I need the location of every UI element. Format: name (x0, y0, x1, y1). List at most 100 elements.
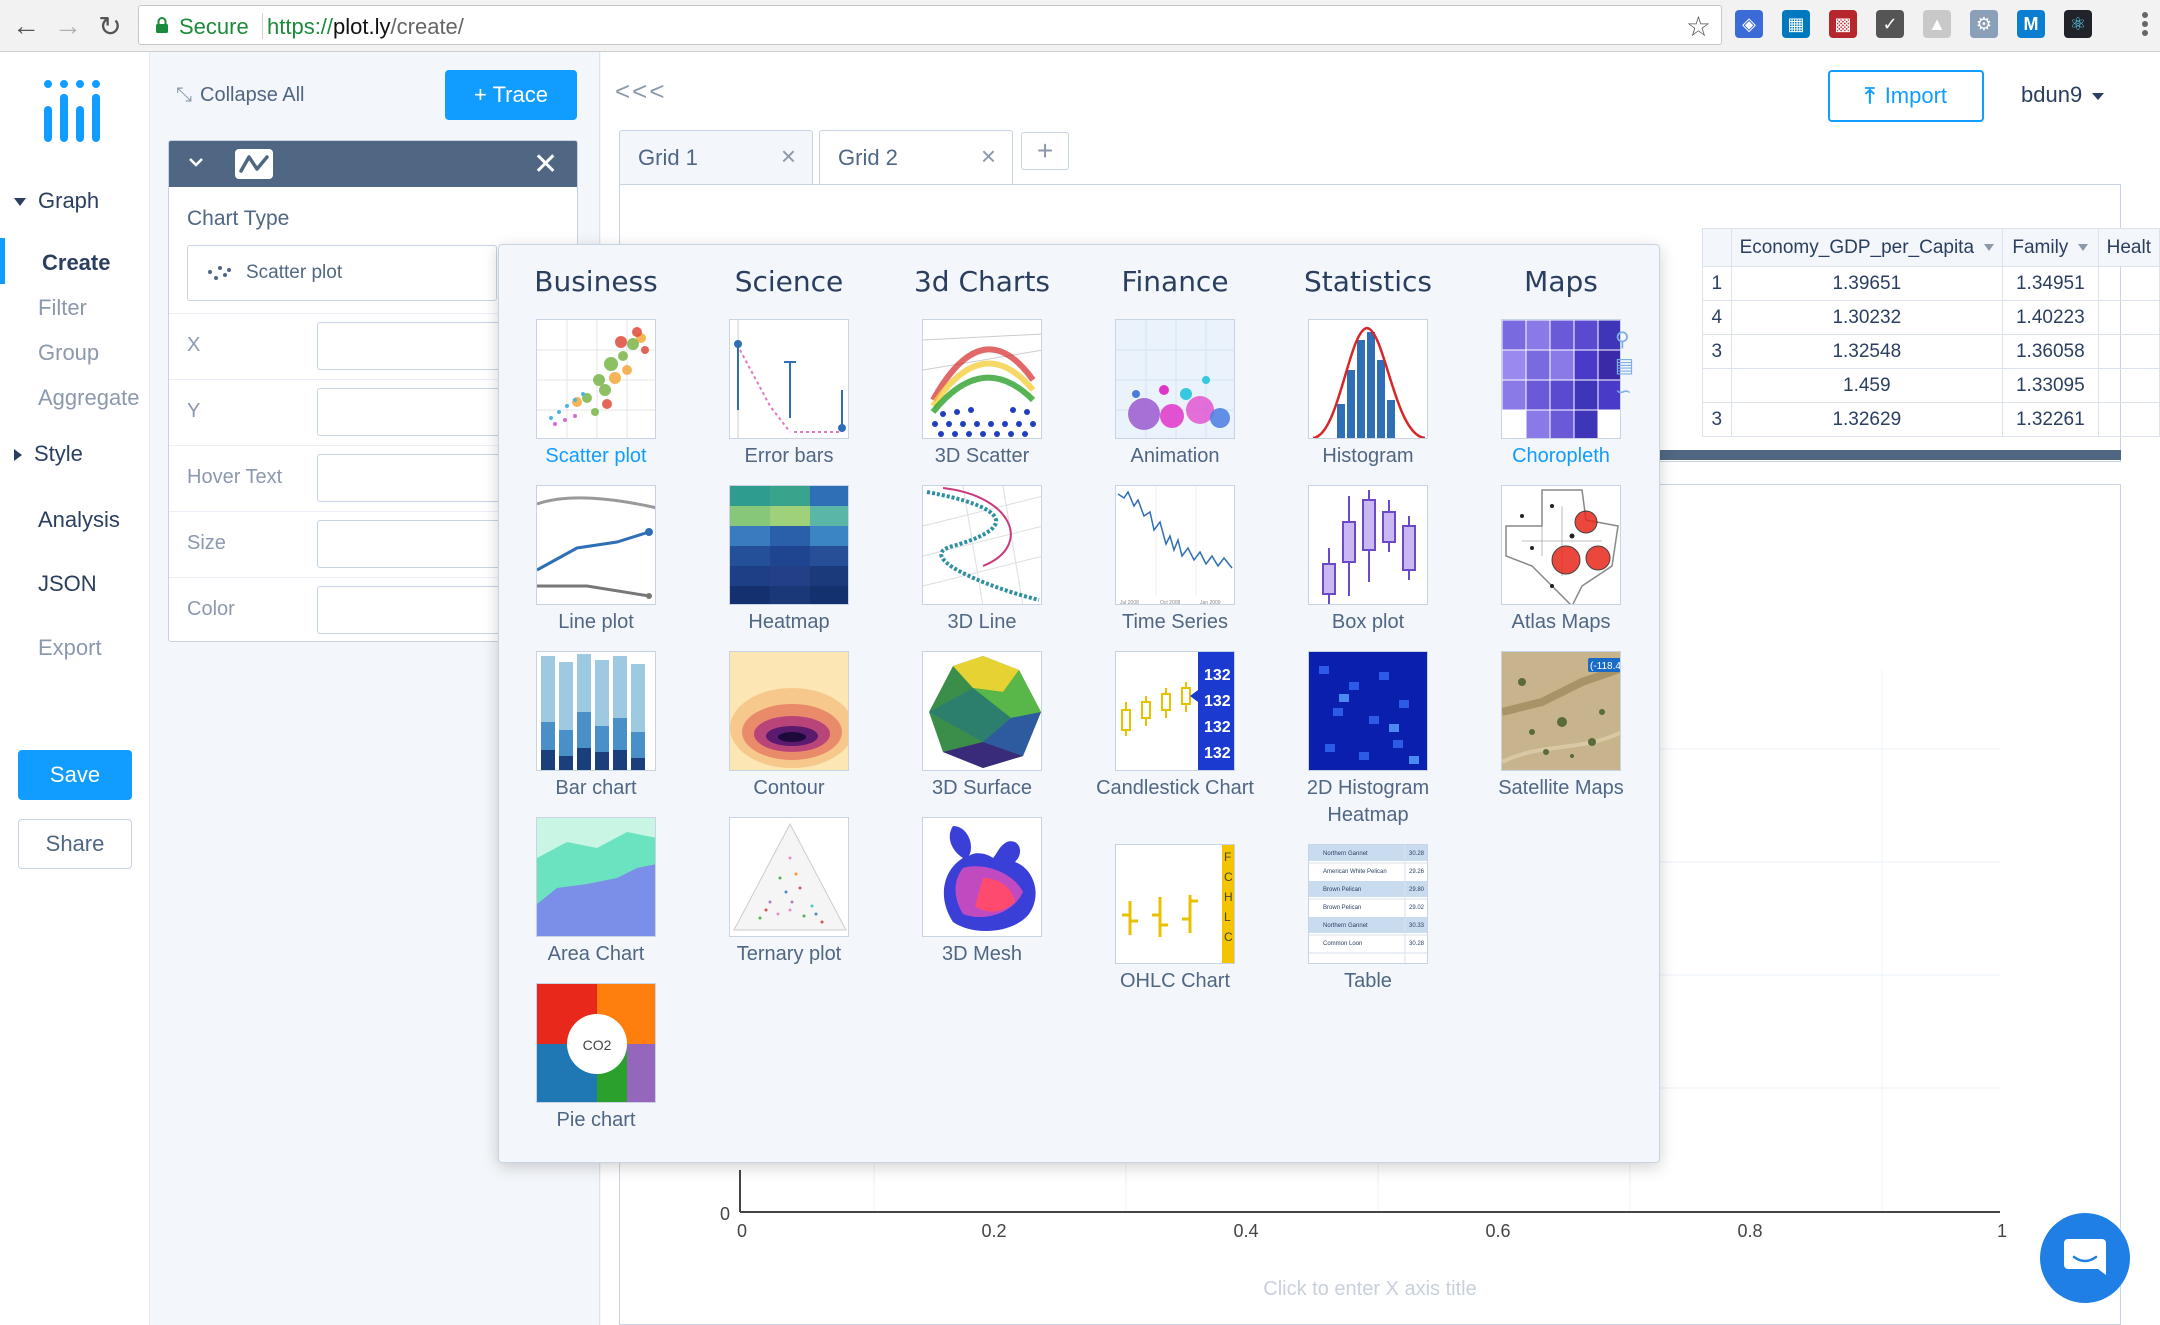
chart-option-3d-surface[interactable]: 3D Surface (885, 651, 1079, 802)
column-header[interactable]: Economy_GDP_per_Capita (1730, 228, 2004, 267)
chart-option-contour[interactable]: Contour (692, 651, 886, 802)
url-text[interactable]: https://plot.ly/create/ (267, 14, 464, 39)
back-icon[interactable]: ← (12, 10, 40, 41)
table-cell[interactable]: 3 (1702, 402, 1732, 437)
collapse-all-button[interactable]: ⤡ Collapse All (176, 84, 305, 106)
browser-menu-icon[interactable] (2140, 10, 2150, 42)
column-header[interactable]: Family (2002, 228, 2099, 267)
add-trace-button[interactable]: + Trace (445, 70, 577, 120)
trace-card-header[interactable]: ✕ (169, 141, 577, 187)
chart-line-icon[interactable]: ∽ (1615, 381, 1632, 403)
react-devtools-icon[interactable]: ⚛ (2064, 10, 2092, 38)
chart-option-heatmap[interactable]: Heatmap (692, 485, 886, 636)
chart-option-choropleth[interactable]: Choropleth (1464, 319, 1658, 470)
table-thumbnail: Northern Gannet American White Pelican Bro… (1308, 844, 1428, 964)
add-grid-button[interactable]: + (1021, 132, 1069, 170)
nav-group[interactable]: Group (38, 340, 100, 365)
table-cell[interactable]: 4 (1702, 300, 1732, 335)
close-icon[interactable]: × (780, 141, 796, 171)
column-header[interactable]: Healt (2097, 228, 2160, 267)
nav-graph[interactable]: Graph (0, 188, 150, 214)
chart-option-label: Bar chart (555, 777, 637, 799)
table-cell[interactable] (2097, 368, 2160, 403)
nav-json[interactable]: JSON (38, 571, 97, 596)
nav-export[interactable]: Export (38, 635, 102, 660)
extension-icon-6[interactable]: ⚙ (1970, 10, 1998, 38)
chart-option-3d-line[interactable]: 3D Line (885, 485, 1079, 636)
table-cell[interactable] (2097, 300, 2160, 335)
table-cell[interactable]: 1.34951 (2002, 266, 2099, 301)
zoom-icon[interactable]: ⚲ (1615, 329, 1630, 351)
column-header-partial[interactable] (1702, 228, 1732, 267)
x-axis-title[interactable]: Click to enter X axis title (1263, 1278, 1476, 1300)
chart-option-bar-chart[interactable]: Bar chart (499, 651, 693, 802)
chevron-down-icon[interactable] (187, 153, 205, 171)
trello-icon[interactable]: ▦ (1782, 10, 1810, 38)
extension-icon-3[interactable]: ▩ (1829, 10, 1857, 38)
chart-type-select[interactable]: Scatter plot (187, 245, 497, 301)
field-label: Y (187, 400, 201, 422)
import-button[interactable]: ⤒ Import (1828, 70, 1984, 122)
chart-option-line-plot[interactable]: Line plot (499, 485, 693, 636)
table-cell[interactable]: 1.459 (1730, 368, 2004, 403)
book-icon[interactable]: ▤ (1615, 355, 1634, 377)
table-cell[interactable]: 1.33095 (2002, 368, 2099, 403)
table-cell[interactable] (1702, 368, 1732, 403)
nav-create[interactable]: Create (42, 250, 111, 275)
extension-icon-5[interactable]: ▲ (1923, 10, 1951, 38)
pocket-icon[interactable]: ✓ (1876, 10, 1904, 38)
chart-option-candlestick-chart[interactable]: 132 132 132 132 Candlestick Chart (1078, 651, 1272, 802)
chart-option-animation[interactable]: Animation (1078, 319, 1272, 470)
chart-option-time-series[interactable]: Jul 2008 Oct 2008 Jan 2009 Time Series (1078, 485, 1272, 636)
chart-option-table[interactable]: Northern Gannet American White Pelican Bro… (1271, 844, 1465, 995)
table-cell[interactable]: 1.32548 (1730, 334, 2004, 369)
collapse-panel-icon[interactable]: <<< (615, 76, 667, 106)
table-cell[interactable]: 1.36058 (2002, 334, 2099, 369)
chart-option-scatter-plot[interactable]: Scatter plot (499, 319, 693, 470)
tab-grid-1[interactable]: Grid 1 × (619, 130, 813, 184)
nav-style[interactable]: Style (0, 441, 150, 467)
chart-option-atlas-maps[interactable]: Atlas Maps (1464, 485, 1658, 636)
tab-grid-2[interactable]: Grid 2 × (819, 130, 1013, 186)
chart-option-pie-chart[interactable]: CO2 Pie chart (499, 983, 693, 1134)
share-button[interactable]: Share (18, 819, 132, 869)
plotly-logo-icon[interactable] (40, 78, 110, 148)
table-cell[interactable]: 1.39651 (1730, 266, 2004, 301)
table-cell[interactable]: 1.40223 (2002, 300, 2099, 335)
svg-text:C: C (1224, 930, 1233, 944)
table-cell[interactable]: 1.30232 (1730, 300, 2004, 335)
svg-text:H: H (1224, 890, 1233, 904)
close-icon[interactable]: × (980, 141, 996, 171)
caret-down-icon (2078, 243, 2089, 251)
chart-option-histogram[interactable]: Histogram (1271, 319, 1465, 470)
chart-option-box-plot[interactable]: Box plot (1271, 485, 1465, 636)
chart-option-2d-histogram-heatmap[interactable]: 2D Histogram Heatmap (1271, 651, 1465, 829)
bookmark-star-icon[interactable]: ☆ (1685, 11, 1711, 42)
table-cell[interactable] (2097, 402, 2160, 437)
reload-icon[interactable]: ↻ (98, 10, 122, 42)
table-cell[interactable]: 3 (1702, 334, 1732, 369)
chart-option-error-bars[interactable]: Error bars (692, 319, 886, 470)
forward-icon[interactable]: → (54, 10, 82, 41)
chart-option-ternary-plot[interactable]: Ternary plot (692, 817, 886, 968)
chat-launcher-button[interactable] (2040, 1213, 2130, 1303)
nav-filter[interactable]: Filter (38, 295, 87, 320)
chart-option-3d-scatter[interactable]: 3D Scatter (885, 319, 1079, 470)
user-menu[interactable]: bdun9 (2021, 82, 2105, 108)
chart-option-satellite-maps[interactable]: (-118.4 Satellite Maps (1464, 651, 1658, 802)
save-button[interactable]: Save (18, 750, 132, 800)
table-cell[interactable]: 1 (1702, 266, 1732, 301)
extension-icon-1[interactable]: ◈ (1735, 10, 1763, 38)
close-icon[interactable]: ✕ (533, 148, 559, 181)
table-cell[interactable] (2097, 266, 2160, 301)
table-cell[interactable]: 1.32261 (2002, 402, 2099, 437)
chart-option-area-chart[interactable]: Area Chart (499, 817, 693, 968)
address-bar[interactable]: Secure https://plot.ly/create/ ☆ (138, 5, 1722, 45)
nav-aggregate[interactable]: Aggregate (38, 385, 140, 410)
table-cell[interactable]: 1.32629 (1730, 402, 2004, 437)
table-cell[interactable] (2097, 334, 2160, 369)
extension-icon-m[interactable]: M (2017, 10, 2045, 38)
chart-option-3d-mesh[interactable]: 3D Mesh (885, 817, 1079, 968)
nav-analysis[interactable]: Analysis (38, 507, 120, 532)
